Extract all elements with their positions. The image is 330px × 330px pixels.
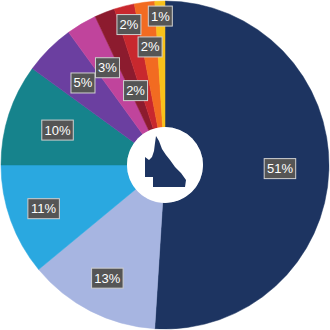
- label-box: [28, 199, 60, 219]
- data-label: 51%: [264, 159, 296, 179]
- data-label: 2%: [138, 37, 162, 57]
- label-box: [117, 15, 141, 35]
- label-box: [124, 81, 148, 101]
- data-label: 5%: [71, 73, 95, 93]
- data-label: 2%: [124, 81, 148, 101]
- label-text: 2%: [141, 39, 160, 54]
- label-box: [92, 268, 124, 288]
- data-labels: 51%13%11%10%5%3%2%2%2%1%: [28, 6, 296, 288]
- slice: [1, 165, 136, 270]
- label-text: 51%: [267, 161, 293, 176]
- label-box: [95, 58, 119, 78]
- data-label: 10%: [42, 120, 73, 140]
- center-circle: [127, 127, 203, 203]
- data-label: 1%: [148, 6, 172, 26]
- queensland-map: [145, 136, 186, 187]
- label-box: [264, 159, 296, 179]
- center-icon: [127, 127, 203, 203]
- slices: [1, 1, 329, 329]
- label-text: 5%: [74, 75, 93, 90]
- label-box: [138, 37, 162, 57]
- label-text: 1%: [151, 9, 170, 24]
- data-label: 2%: [117, 15, 141, 35]
- label-box: [42, 120, 73, 140]
- data-label: 13%: [92, 268, 124, 288]
- chart: 51%13%11%10%5%3%2%2%2%1%: [0, 0, 330, 330]
- label-box: [71, 73, 95, 93]
- label-text: 3%: [98, 60, 117, 75]
- label-text: 11%: [31, 201, 56, 216]
- label-text: 10%: [45, 123, 71, 138]
- label-text: 2%: [120, 17, 139, 32]
- label-text: 13%: [94, 271, 120, 286]
- label-box: [148, 6, 172, 26]
- data-label: 11%: [28, 199, 60, 219]
- label-text: 2%: [126, 83, 145, 98]
- data-label: 3%: [95, 58, 119, 78]
